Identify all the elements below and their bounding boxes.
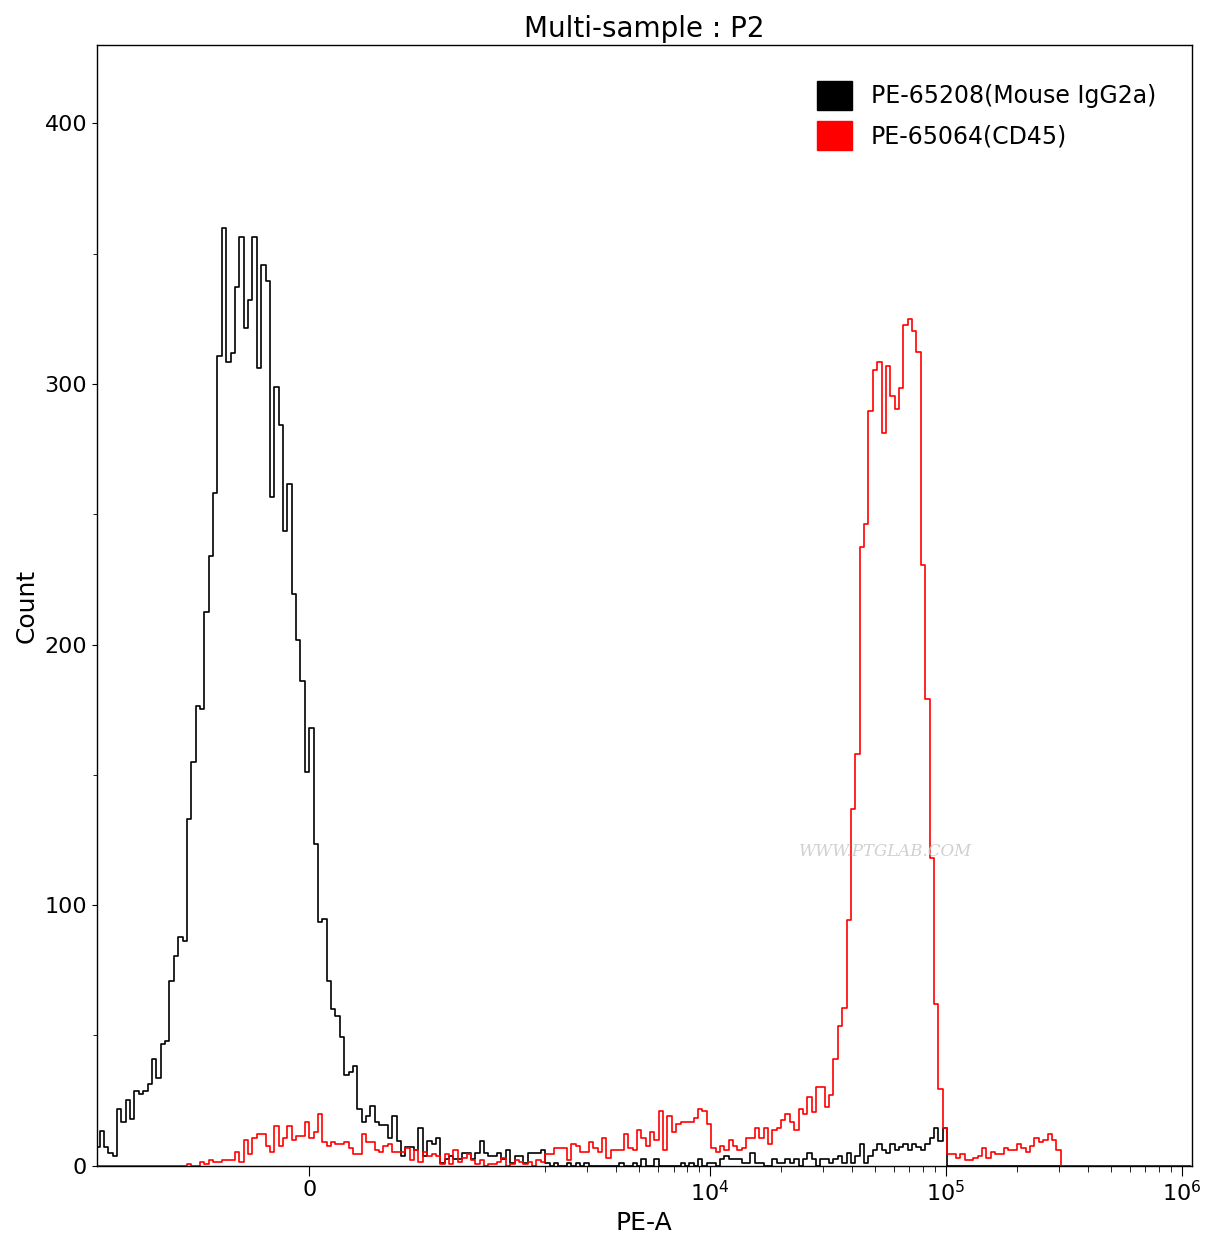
Title: Multi-sample : P2: Multi-sample : P2 — [524, 15, 765, 42]
Y-axis label: Count: Count — [15, 569, 39, 642]
Legend: PE-65208(Mouse IgG2a), PE-65064(CD45): PE-65208(Mouse IgG2a), PE-65064(CD45) — [793, 58, 1180, 174]
Text: WWW.PTGLAB.COM: WWW.PTGLAB.COM — [799, 844, 972, 860]
X-axis label: PE-A: PE-A — [616, 1211, 672, 1235]
